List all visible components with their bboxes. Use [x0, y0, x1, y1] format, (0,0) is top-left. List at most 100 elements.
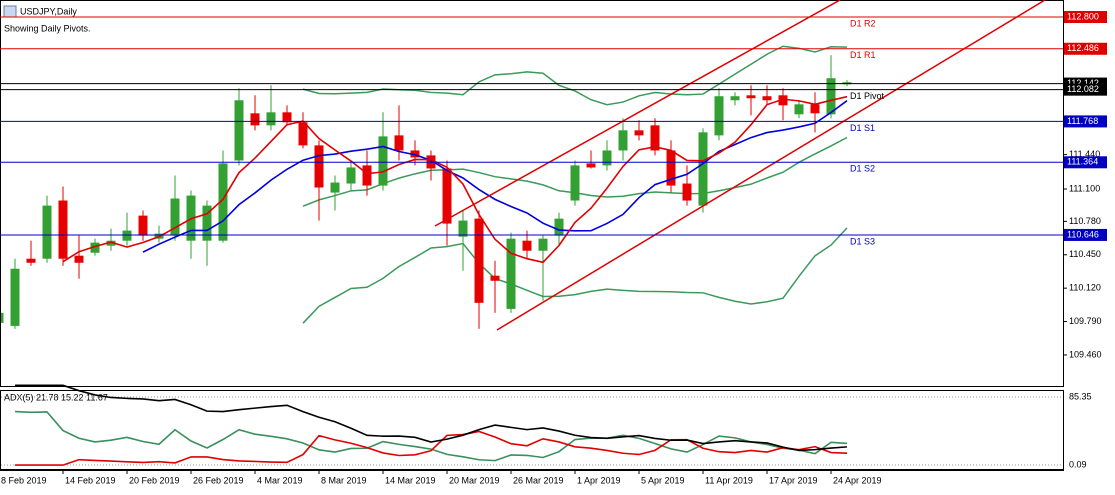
y-tick-label: 110.120 — [1069, 283, 1101, 293]
candle-body — [234, 100, 244, 161]
candle-body — [330, 182, 340, 193]
trendlines — [434, 0, 1046, 331]
x-tick-label: 24 Apr 2019 — [833, 475, 882, 485]
candle-body — [634, 130, 644, 136]
price-box-label: 111.768 — [1067, 116, 1098, 126]
candle-body — [58, 200, 68, 259]
candle-body — [826, 78, 836, 115]
candle-body — [682, 183, 692, 201]
candle-body — [298, 122, 308, 146]
symbol-icon — [3, 5, 17, 18]
y-tick-label: 111.100 — [1069, 183, 1100, 193]
price-box-label: 111.364 — [1067, 157, 1098, 167]
x-tick-label: 4 Mar 2019 — [257, 475, 303, 485]
candle-body — [26, 258, 36, 263]
candle-body — [314, 145, 324, 188]
price-box — [1064, 10, 1107, 23]
x-tick-label: 26 Feb 2019 — [193, 475, 244, 485]
price-box-label: 112.800 — [1067, 11, 1099, 21]
x-tick-label: 14 Feb 2019 — [65, 475, 116, 485]
candle-body — [218, 163, 228, 241]
candle-body — [650, 125, 660, 151]
candle-body — [794, 104, 804, 115]
moving-average-slow — [142, 100, 848, 253]
candle-body — [810, 104, 820, 114]
candle-body — [618, 130, 628, 151]
candle-body — [474, 218, 484, 303]
candle-body — [74, 255, 84, 263]
candle-body — [714, 96, 724, 136]
y-tick-label: 110.450 — [1069, 249, 1101, 259]
candle-body — [554, 218, 564, 236]
candle-body — [266, 112, 276, 126]
plus-di-line — [14, 410, 848, 462]
candle-body — [602, 150, 612, 166]
candle-body — [362, 165, 372, 186]
candle-body — [746, 95, 756, 99]
candle-body — [138, 215, 148, 236]
candle-body — [490, 275, 500, 281]
candle-body — [778, 95, 788, 106]
candle-body — [106, 240, 116, 246]
price-box — [1064, 83, 1107, 96]
x-tick-label: 17 Apr 2019 — [769, 475, 818, 485]
adx-line — [15, 384, 848, 452]
main-panel — [0, 0, 1064, 387]
x-tick-label: 8 Mar 2019 — [321, 475, 367, 485]
candle-body — [570, 165, 580, 201]
price-box-label: 112.082 — [1067, 84, 1099, 94]
y-tick-label: 0.09 — [1069, 459, 1087, 469]
candle-body — [282, 112, 292, 123]
price-box — [1064, 156, 1107, 169]
candle-body — [346, 167, 356, 184]
plot — [1, 45, 852, 329]
candle-body — [170, 198, 180, 236]
candle-body — [394, 135, 404, 151]
price-box — [1064, 228, 1107, 241]
pivot-label: D1 R2 — [850, 18, 876, 28]
x-tick-label: 20 Mar 2019 — [449, 475, 500, 485]
candle-body — [586, 163, 596, 168]
price-box — [1064, 115, 1107, 128]
candle-body — [666, 150, 676, 186]
candle-body — [250, 113, 260, 126]
pivot-label: D1 S3 — [850, 236, 875, 246]
candle-body — [42, 205, 52, 259]
pivot-label: D1 R1 — [850, 50, 876, 60]
minus-di-line — [15, 430, 848, 466]
candle-body — [10, 268, 20, 326]
bollinger-lower — [302, 227, 848, 324]
candle-body — [458, 220, 468, 237]
y-tick-label: 109.790 — [1069, 316, 1102, 326]
x-tick-label: 11 Apr 2019 — [705, 475, 753, 485]
chart-subtitle: Showing Daily Pivots. — [4, 23, 91, 33]
price-box-label: 110.646 — [1067, 229, 1099, 239]
moving-average-fast — [62, 95, 848, 264]
candle-body — [762, 96, 772, 101]
candle-body — [442, 168, 452, 224]
x-tick-label: 1 Apr 2019 — [577, 475, 621, 485]
y-tick-label: 110.780 — [1069, 216, 1101, 226]
pivot-label: D1 S1 — [850, 123, 875, 133]
trendline — [496, 0, 1046, 331]
candle-body — [1, 312, 4, 323]
pivot-label: D1 Pivot — [850, 91, 885, 101]
trendline — [434, 0, 841, 227]
x-tick-label: 8 Feb 2019 — [1, 475, 47, 485]
y-tick-label: 109.460 — [1069, 349, 1102, 359]
pivot-label: D1 S2 — [850, 164, 875, 174]
x-tick-label: 26 Mar 2019 — [513, 475, 564, 485]
y-tick-label: 85.35 — [1069, 391, 1092, 401]
candle-body — [730, 96, 740, 101]
candle-body — [90, 242, 100, 253]
candle-body — [698, 132, 708, 206]
candle-body — [506, 238, 516, 309]
price-box — [1064, 42, 1107, 55]
x-tick-label: 5 Apr 2019 — [641, 475, 685, 485]
y-tick-label: 111.440 — [1069, 149, 1100, 159]
adx-panel — [0, 390, 1064, 470]
candle-body — [122, 230, 132, 241]
candle-body — [202, 205, 212, 241]
price-box-label: 112.486 — [1067, 43, 1099, 53]
